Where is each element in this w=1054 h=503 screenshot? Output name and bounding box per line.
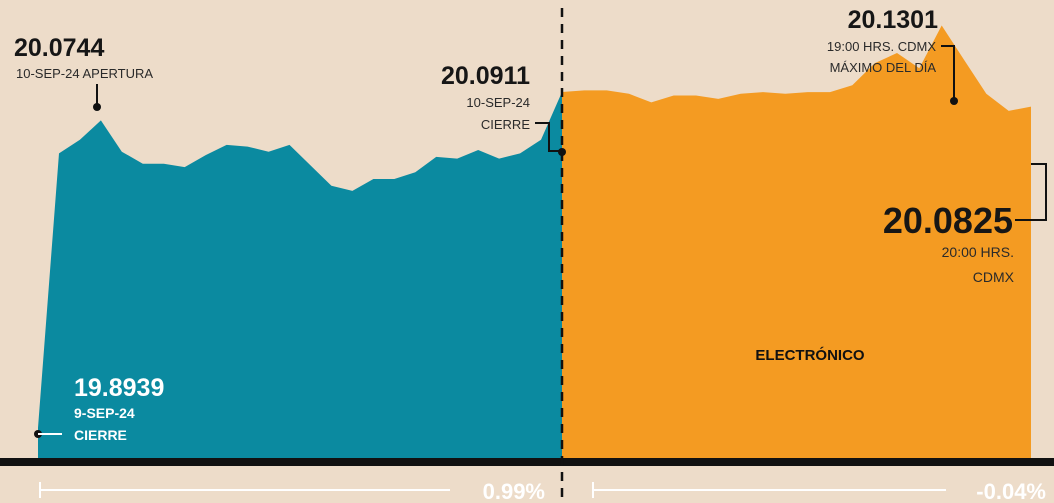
- close-value: 20.0911: [441, 62, 530, 90]
- prev-close-date: 9-SEP-24: [74, 405, 135, 421]
- baseline-bar: [0, 458, 1054, 466]
- close-dot: [558, 148, 566, 156]
- open-date: 10-SEP-24 APERTURA: [16, 66, 153, 81]
- close-date: 10-SEP-24: [466, 95, 530, 110]
- prev-close-value: 19.8939: [74, 374, 164, 402]
- last-value: 20.0825: [883, 200, 1013, 241]
- series-area-blue: [38, 92, 562, 460]
- last-time: 20:00 HRS.: [942, 244, 1014, 260]
- prev-close-note: CIERRE: [74, 427, 127, 443]
- open-value: 20.0744: [14, 34, 104, 62]
- last-leader: [1015, 163, 1047, 221]
- left-change-value: 0.99%: [483, 479, 545, 503]
- series-area-orange: [562, 25, 1031, 460]
- close-leader: [535, 122, 562, 152]
- max-note: MÁXIMO DEL DÍA: [830, 60, 937, 75]
- last-note: CDMX: [973, 269, 1015, 285]
- open-dot: [93, 103, 101, 111]
- max-dot: [950, 97, 958, 105]
- max-value: 20.1301: [848, 6, 938, 34]
- section-label: ELECTRÓNICO: [755, 346, 865, 364]
- close-note: CIERRE: [481, 117, 530, 132]
- max-leader: [941, 45, 955, 100]
- right-change-value: -0.04%: [976, 479, 1046, 503]
- max-time: 19:00 HRS. CDMX: [827, 39, 936, 54]
